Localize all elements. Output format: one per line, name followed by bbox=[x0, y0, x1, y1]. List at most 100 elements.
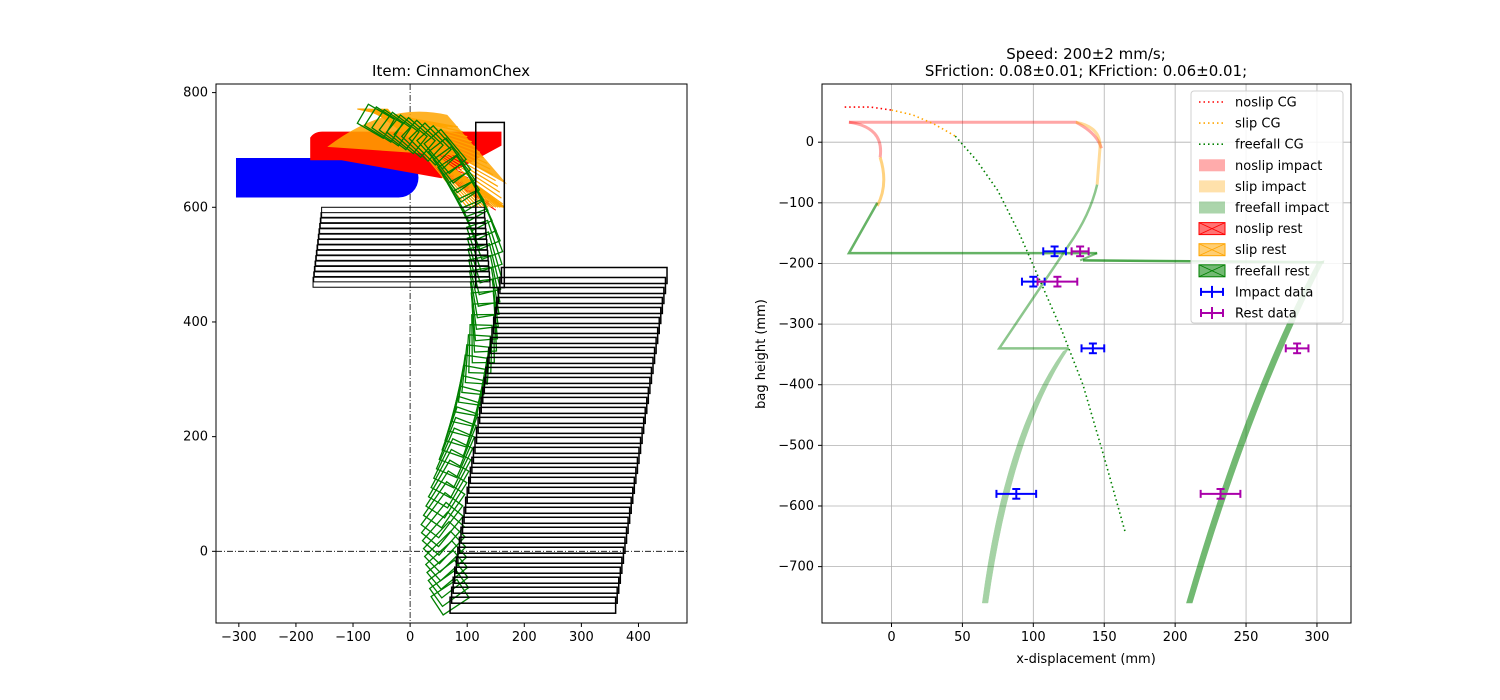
rest-data-point bbox=[1284, 342, 1310, 355]
legend-label: noslip rest bbox=[1235, 222, 1303, 237]
right-grid bbox=[822, 84, 1351, 623]
legend-entry: noslip CG bbox=[1199, 96, 1297, 111]
legend-entry: Rest data bbox=[1200, 307, 1297, 322]
noslip-impact-band bbox=[848, 120, 883, 158]
left-x-tick-label: 400 bbox=[626, 630, 651, 645]
right-x-tick-label: 200 bbox=[1163, 630, 1188, 645]
green-sweep-square bbox=[422, 480, 466, 529]
impact-data-point bbox=[995, 488, 1038, 500]
left-x-tick-label: 300 bbox=[569, 630, 594, 645]
legend-swatch bbox=[1199, 201, 1225, 214]
legend-entry: slip rest bbox=[1198, 243, 1286, 258]
green-sweep-square bbox=[437, 154, 481, 204]
right-subtitle: SFriction: 0.08±0.01; KFriction: 0.06±0.… bbox=[925, 62, 1247, 80]
left-axes: Item: CinnamonChex −300 −200 −100 0 100 200 30… bbox=[183, 62, 688, 645]
rest-data-point bbox=[1036, 275, 1079, 288]
green-sweep-square bbox=[430, 578, 470, 616]
legend-swatch-hatch bbox=[1198, 222, 1226, 235]
black-lower-stack-rect bbox=[474, 436, 642, 455]
green-sweep-square bbox=[422, 520, 466, 565]
left-x-tick-label: 0 bbox=[406, 630, 414, 645]
legend-label: noslip CG bbox=[1235, 96, 1297, 111]
black-lower-stack-rect bbox=[492, 316, 660, 335]
freefall-rest-band bbox=[1186, 259, 1325, 604]
legend-label: freefall rest bbox=[1235, 264, 1309, 279]
legend-label: noslip impact bbox=[1235, 159, 1322, 174]
right-x-tick-label: 100 bbox=[1021, 630, 1046, 645]
right-title: Speed: 200±2 mm/s; bbox=[1006, 45, 1166, 63]
black-lower-stack-rect bbox=[449, 596, 617, 614]
black-lower-stack-rect bbox=[485, 366, 653, 385]
right-x-axis-label: x-displacement (mm) bbox=[1016, 652, 1156, 667]
legend-entry: freefall CG bbox=[1199, 138, 1304, 153]
black-lower-stack-rect bbox=[483, 376, 651, 395]
black-lower-stack-rect bbox=[472, 446, 640, 465]
black-lower-stack-rect bbox=[500, 266, 668, 285]
black-upper-stack-rect bbox=[312, 276, 491, 288]
black-lower-stack-rect bbox=[466, 486, 634, 505]
freefall-rest-band bbox=[1079, 252, 1098, 262]
legend-swatch bbox=[1199, 159, 1225, 172]
black-lower-stack-rect bbox=[461, 516, 629, 535]
legend-label: freefall impact bbox=[1235, 201, 1329, 216]
impact-data-point bbox=[1042, 245, 1067, 258]
impact-data-point bbox=[1080, 342, 1106, 355]
left-x-tick-label: 200 bbox=[512, 630, 537, 645]
black-lower-stack-rect bbox=[471, 456, 639, 475]
right-axes-frame bbox=[821, 83, 1352, 624]
legend-swatch bbox=[1199, 180, 1225, 193]
right-y-tick-label: −500 bbox=[778, 438, 814, 453]
rest-data-point bbox=[1070, 245, 1090, 258]
black-lower-stack-rect bbox=[455, 556, 623, 574]
legend: noslip CG slip CG freefall CG noslip impact… bbox=[1190, 90, 1344, 324]
legend-label: freefall CG bbox=[1235, 138, 1304, 153]
green-sweep-square bbox=[471, 313, 495, 364]
black-lower-stack-rect bbox=[464, 496, 632, 515]
right-x-tick-label: 250 bbox=[1234, 630, 1259, 645]
right-x-tick-label: 50 bbox=[954, 630, 971, 645]
slip-impact-band bbox=[875, 156, 886, 207]
green-sweep-square bbox=[430, 448, 472, 499]
left-y-tick-label: 800 bbox=[183, 86, 208, 101]
green-sweep-square bbox=[468, 324, 493, 374]
freefall-impact-band bbox=[996, 184, 1099, 350]
right-y-tick-label: −300 bbox=[778, 317, 814, 332]
black-lower-stack-rect bbox=[489, 336, 657, 355]
black-lower-stack-rect bbox=[458, 536, 626, 554]
right-y-axis-label: bag height (mm) bbox=[754, 299, 769, 409]
left-plot-content bbox=[216, 84, 687, 623]
freefall-impact-band bbox=[846, 202, 1098, 255]
right-y-tick-label: −600 bbox=[778, 499, 814, 514]
green-sweep-square bbox=[427, 137, 472, 184]
green-sweep-square bbox=[432, 145, 476, 194]
black-lower-stack-rect bbox=[477, 416, 645, 435]
green-sweep-square bbox=[469, 278, 499, 330]
left-axes-frame bbox=[215, 83, 688, 624]
freefall-impact-band bbox=[981, 348, 1069, 604]
right-x-tick-label: 300 bbox=[1305, 630, 1330, 645]
black-lower-stack-rect bbox=[494, 306, 662, 325]
black-lower-stack-rect bbox=[453, 566, 622, 584]
black-lower-stack-rect bbox=[457, 546, 625, 564]
noslip-cg-line bbox=[844, 106, 892, 111]
legend-label: slip impact bbox=[1235, 180, 1306, 195]
black-lower-stack-rect bbox=[478, 406, 646, 425]
blue-block bbox=[235, 157, 419, 198]
right-ticks: 0 50 100 150 200 250 300 0 −100 −200 −300 −400 −500 −… bbox=[778, 135, 1329, 645]
legend-label: slip CG bbox=[1235, 117, 1281, 132]
green-sweep-square bbox=[427, 459, 470, 509]
black-lower-stack-rect bbox=[469, 466, 637, 485]
right-x-tick-label: 150 bbox=[1092, 630, 1117, 645]
green-sweep-square bbox=[416, 124, 460, 170]
legend-label: Rest data bbox=[1235, 307, 1297, 322]
legend-box bbox=[1190, 90, 1344, 324]
left-x-tick-label: −300 bbox=[221, 630, 257, 645]
black-lower-stack-rect bbox=[497, 286, 665, 305]
legend-label: slip rest bbox=[1235, 243, 1286, 258]
green-sweep-square bbox=[468, 266, 500, 319]
legend-entry: noslip impact bbox=[1199, 159, 1322, 174]
left-x-tick-label: 100 bbox=[455, 630, 480, 645]
black-lower-stack-rect bbox=[450, 586, 618, 604]
left-x-tick-label: −200 bbox=[278, 630, 314, 645]
